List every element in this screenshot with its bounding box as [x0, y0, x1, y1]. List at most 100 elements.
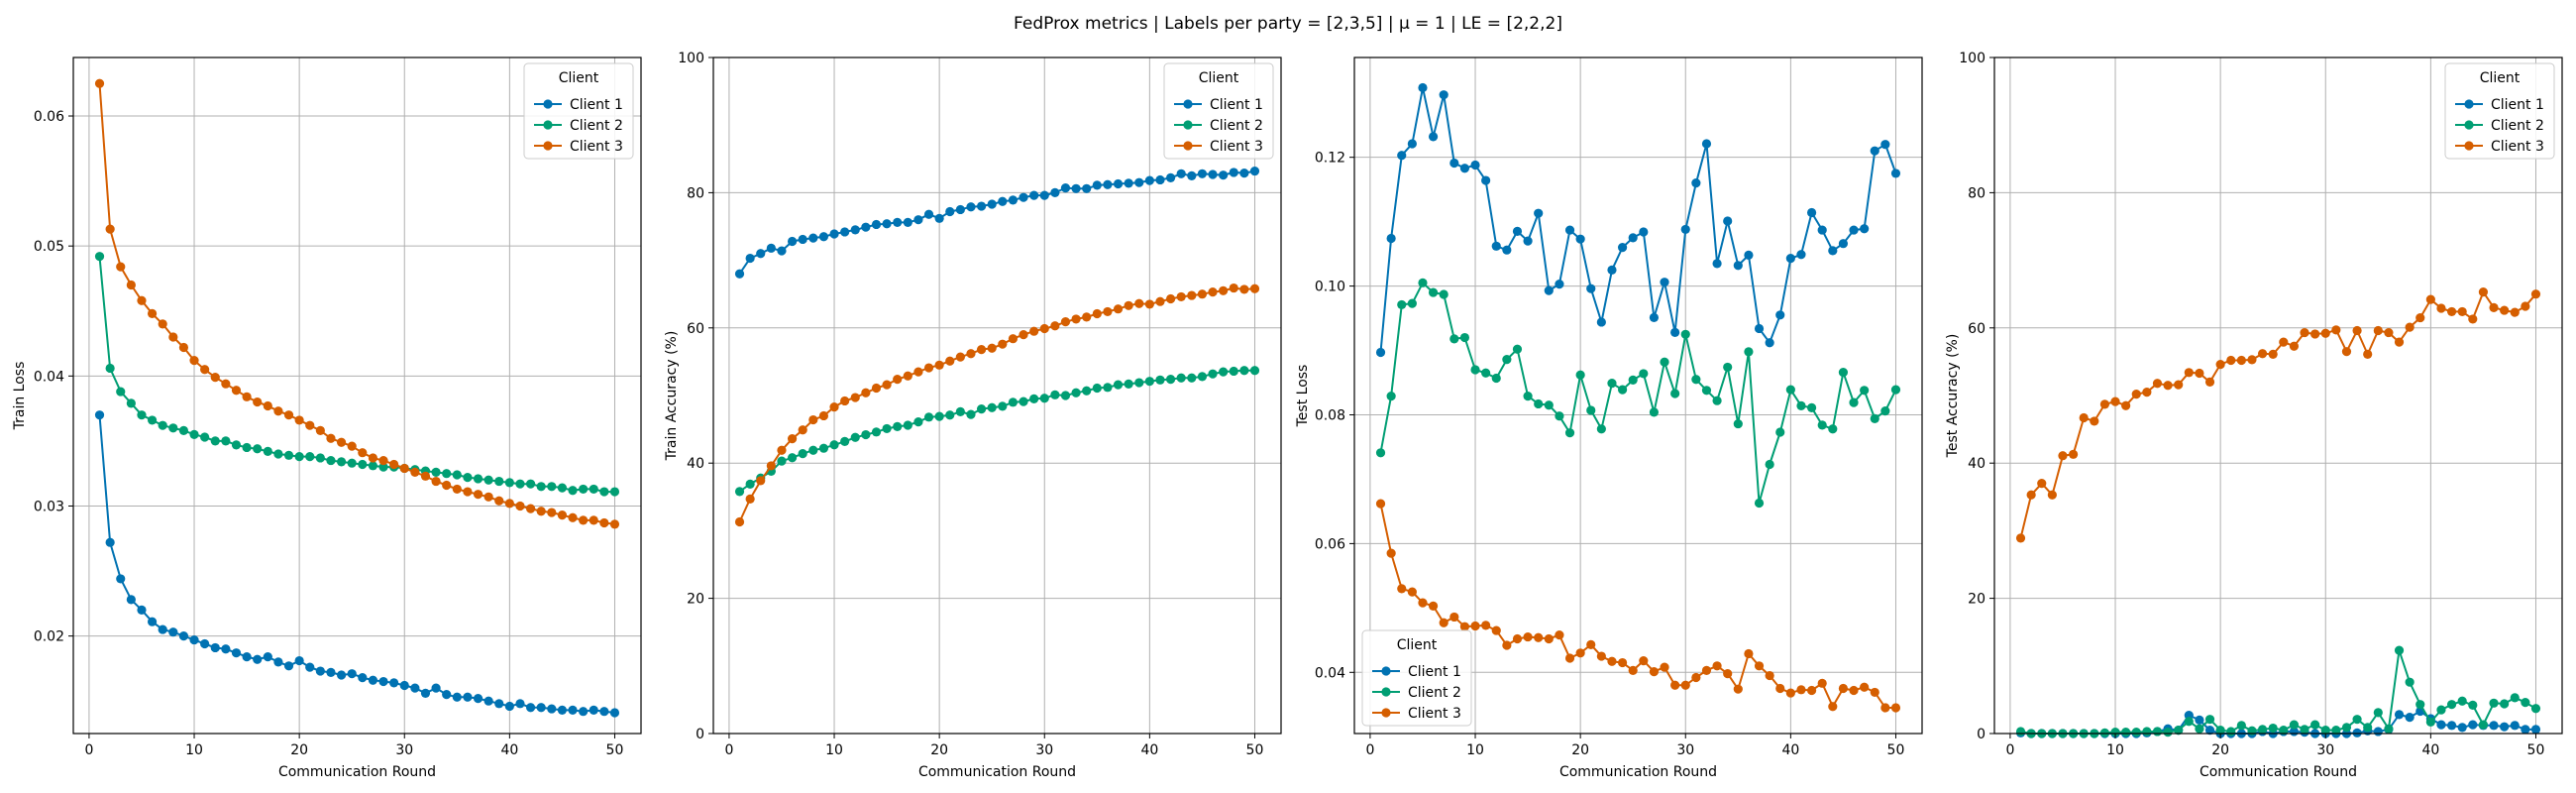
data-point — [158, 319, 167, 329]
data-point — [2510, 693, 2520, 703]
data-point — [1039, 394, 1049, 403]
data-point — [1134, 378, 1144, 388]
data-point — [1534, 208, 1544, 218]
data-point — [536, 703, 546, 713]
data-point — [1870, 146, 1879, 156]
data-point — [2079, 412, 2089, 423]
data-point — [1796, 400, 1806, 410]
data-point — [1449, 334, 1459, 344]
data-point — [1860, 682, 1870, 692]
y-tick-label: 0.10 — [1315, 280, 1345, 295]
data-point — [1617, 385, 1628, 395]
data-point — [609, 487, 620, 497]
data-point — [494, 476, 504, 487]
series-line — [1379, 282, 1897, 505]
data-point — [2247, 355, 2257, 365]
data-point — [1512, 344, 1523, 354]
data-point — [1481, 621, 1491, 630]
x-tick-label: 0 — [1365, 742, 1374, 758]
data-point — [463, 692, 473, 702]
data-point — [840, 396, 850, 406]
data-point — [1817, 420, 1827, 430]
data-point — [2268, 723, 2278, 734]
legend-box — [2444, 62, 2555, 160]
data-point — [1785, 254, 1795, 264]
data-point — [798, 425, 807, 435]
data-point — [283, 661, 294, 671]
legend: Client Client 1 Client 2 Client 3 — [523, 62, 634, 160]
data-point — [2384, 724, 2394, 734]
legend-entry: Client 2 — [1408, 685, 1461, 701]
legend: Client Client 1 Client 2 Client 3 — [1361, 629, 1472, 727]
data-point — [1029, 326, 1039, 336]
data-point — [1680, 680, 1690, 690]
data-point — [1870, 413, 1879, 423]
data-point — [998, 401, 1008, 411]
legend-entry: Client 1 — [1408, 664, 1461, 680]
series-line — [2019, 290, 2537, 539]
y-tick-label: 40 — [1968, 456, 1986, 472]
data-point — [599, 517, 609, 528]
y-axis-label: Test Accuracy (%) — [1945, 334, 1961, 459]
data-point — [1880, 703, 1890, 713]
data-point — [1870, 687, 1879, 698]
data-point — [568, 705, 578, 715]
data-point — [777, 445, 787, 455]
data-point — [2195, 715, 2204, 725]
data-point — [315, 453, 325, 463]
x-tick-label: 0 — [84, 742, 93, 758]
data-point — [294, 655, 304, 666]
data-point — [1754, 498, 1765, 509]
data-point — [1124, 178, 1133, 188]
y-tick-label: 0.04 — [34, 369, 64, 385]
data-point — [1691, 375, 1701, 385]
data-point — [2015, 727, 2026, 736]
data-point — [273, 657, 283, 667]
data-point — [1197, 372, 1208, 382]
data-point — [1249, 166, 1260, 176]
data-point — [1806, 402, 1817, 412]
data-point — [2215, 360, 2225, 370]
data-point — [1208, 170, 1218, 179]
data-point — [787, 236, 798, 247]
data-point — [2226, 355, 2236, 366]
data-point — [253, 654, 263, 664]
data-point — [966, 409, 976, 419]
data-point — [840, 436, 850, 446]
data-point — [137, 295, 147, 305]
data-point — [808, 233, 818, 243]
legend-box — [1163, 62, 1274, 160]
data-point — [1564, 428, 1575, 438]
data-point — [2184, 368, 2194, 378]
data-point — [1103, 383, 1113, 393]
data-point — [1628, 375, 1638, 386]
data-point — [871, 427, 882, 437]
x-tick-label: 40 — [1140, 742, 1158, 758]
data-point — [2405, 322, 2415, 332]
data-point — [525, 703, 536, 713]
data-point — [1744, 648, 1754, 659]
y-axis-label: Train Loss — [12, 362, 28, 431]
data-point — [2468, 700, 2478, 710]
data-point — [966, 349, 976, 359]
data-point — [200, 432, 210, 442]
data-point — [1880, 140, 1890, 150]
data-point — [2300, 327, 2309, 338]
data-point — [420, 471, 431, 481]
data-point — [1397, 584, 1407, 594]
legend-marker — [2464, 99, 2474, 109]
data-point — [1124, 300, 1133, 310]
data-point — [1144, 299, 1154, 309]
data-point — [2405, 713, 2415, 723]
data-point — [126, 595, 136, 605]
data-point — [94, 252, 105, 262]
data-point — [2257, 725, 2268, 735]
data-point — [1071, 388, 1081, 397]
data-point — [1849, 397, 1859, 407]
data-point — [2300, 725, 2309, 735]
data-point — [389, 678, 399, 688]
data-point — [1828, 424, 1838, 434]
legend-marker — [1381, 666, 1391, 676]
data-point — [2037, 479, 2047, 489]
data-point — [504, 499, 514, 509]
